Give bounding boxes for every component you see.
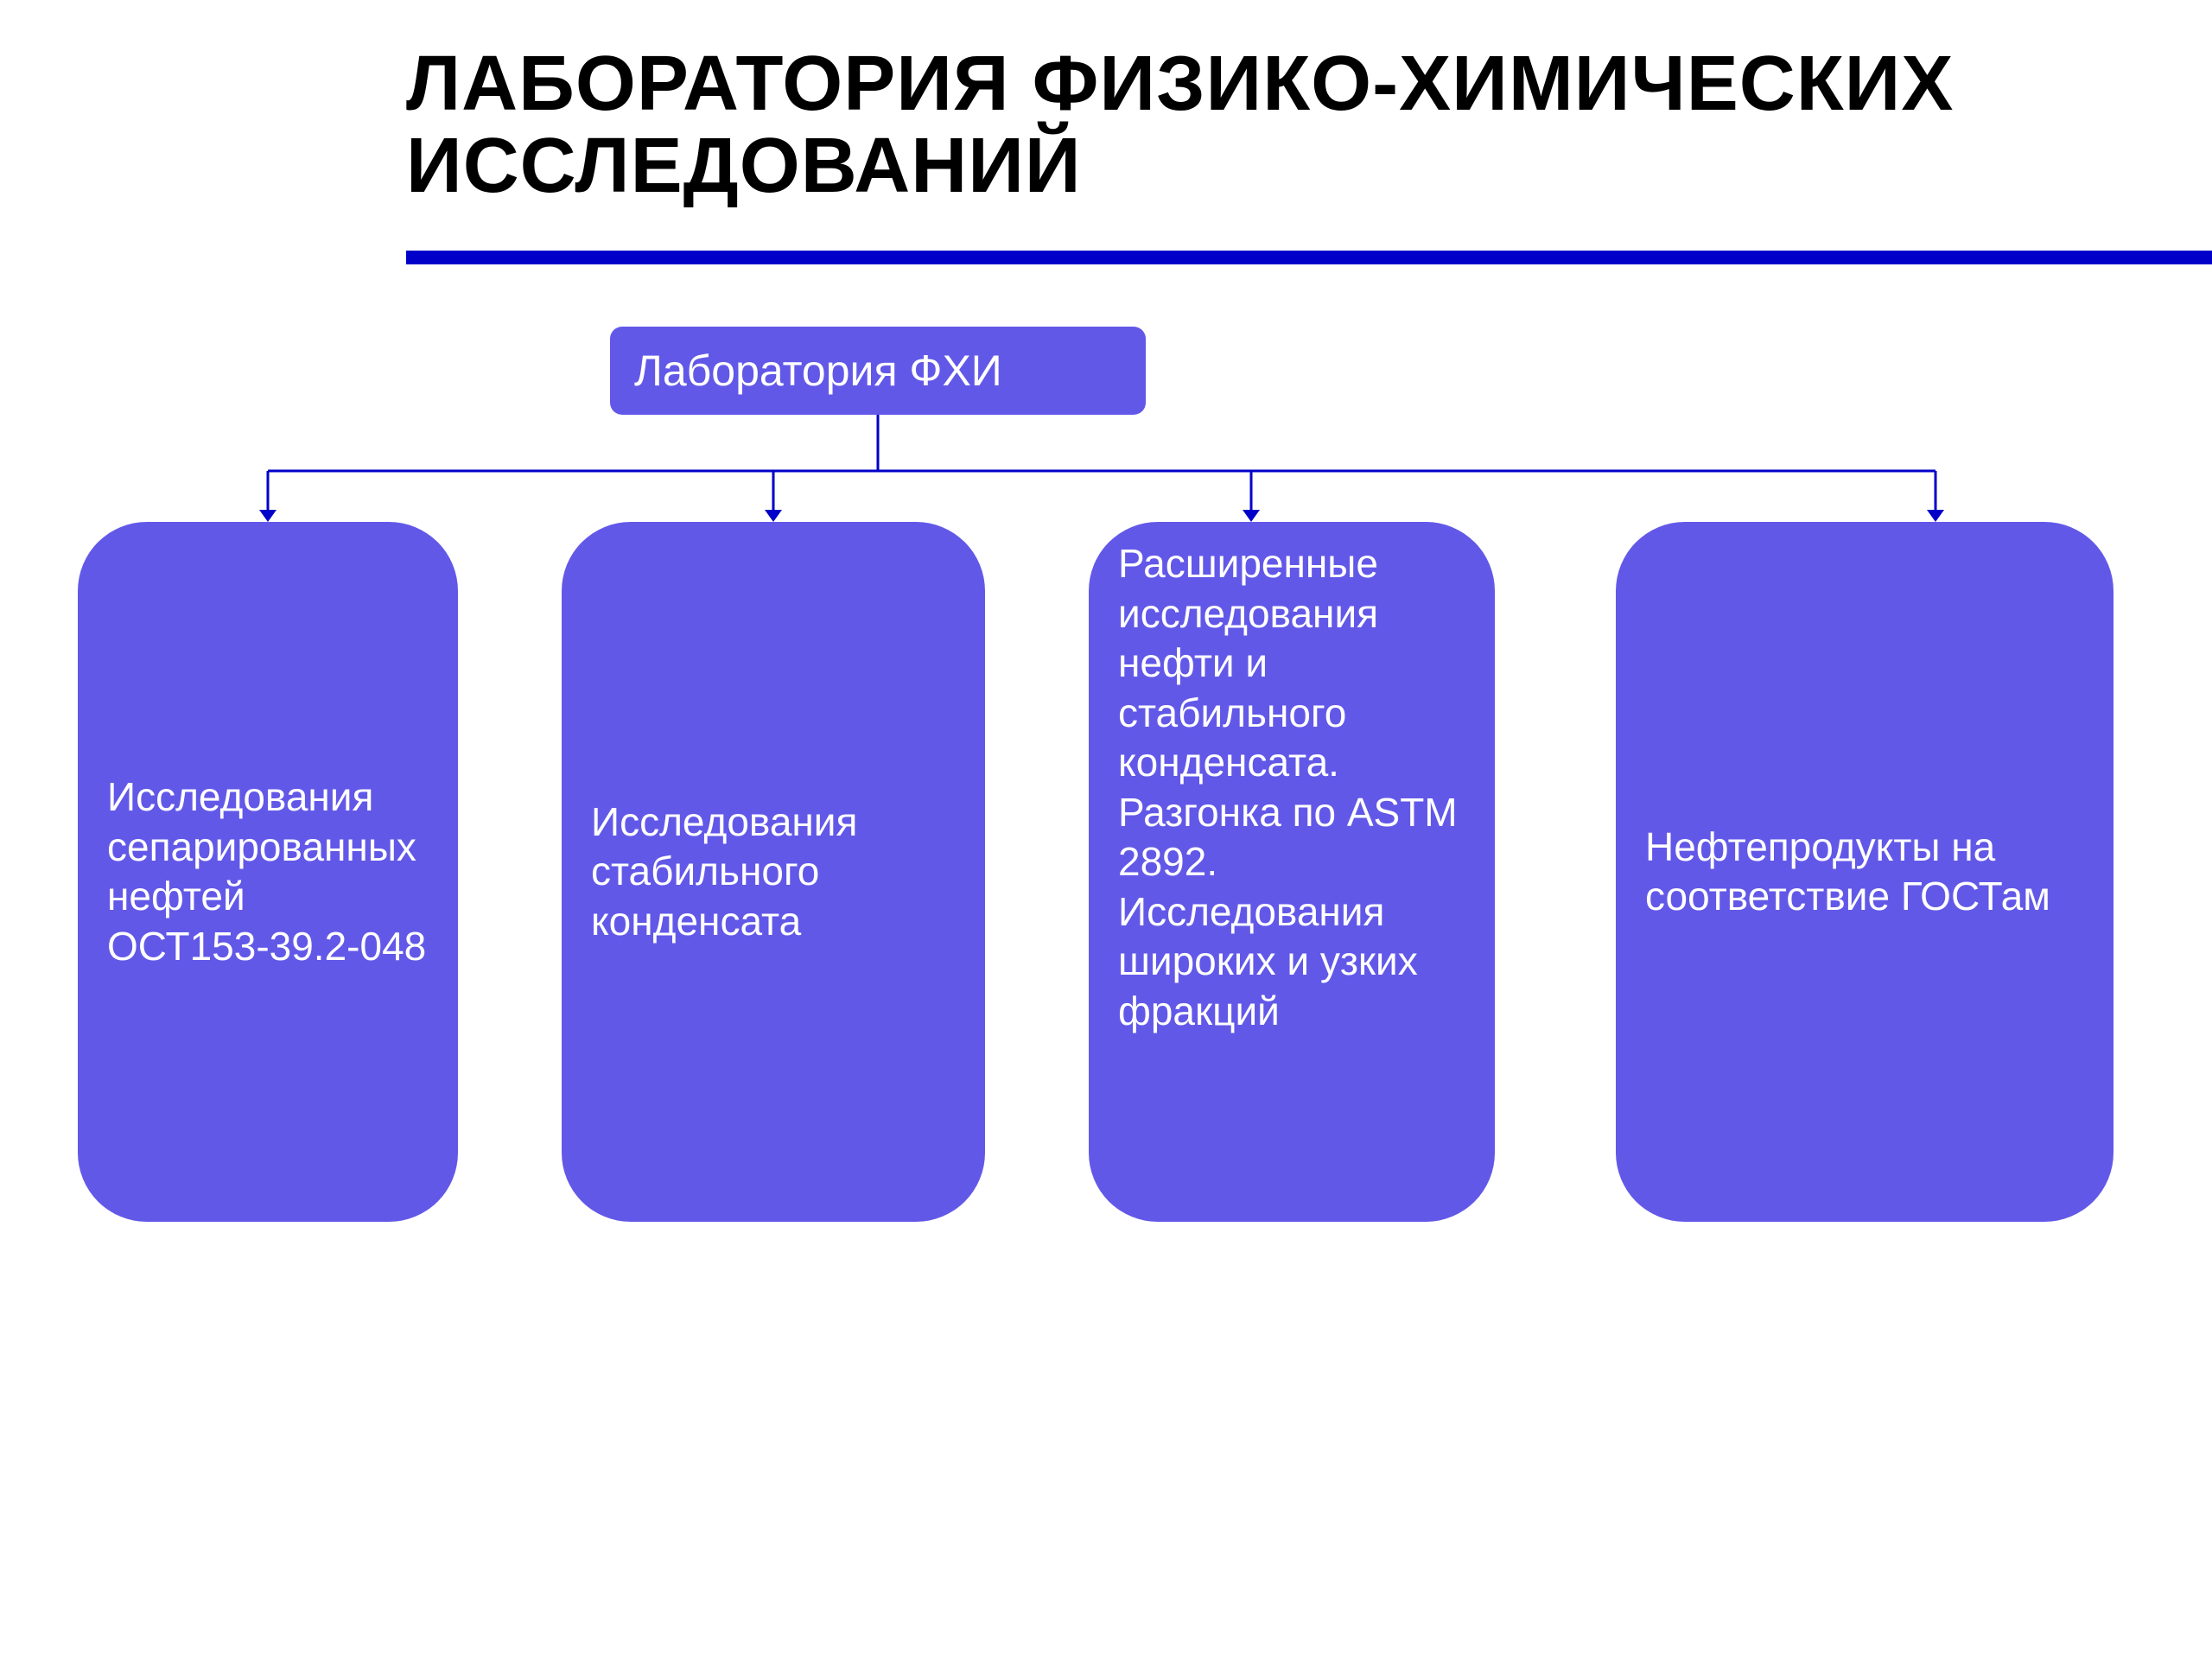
org-parent-label: Лаборатория ФХИ (634, 346, 1002, 396)
org-parent-node: Лаборатория ФХИ (610, 327, 1146, 415)
org-child-node: Нефтепродукты на соответствие ГОСТам (1616, 522, 2113, 1222)
org-child-label: Расширенные исследования нефти и стабиль… (1118, 539, 1465, 1036)
org-child-label: Исследования сепарированных нефтей ОСТ15… (107, 772, 429, 971)
title-underline (406, 251, 2212, 264)
slide-title: ЛАБОРАТОРИЯ ФИЗИКО-ХИМИЧЕСКИХ ИССЛЕДОВАН… (406, 43, 2134, 207)
org-child-node: Исследования стабильного конденсата (562, 522, 985, 1222)
org-child-node: Исследования сепарированных нефтей ОСТ15… (78, 522, 458, 1222)
slide: ЛАБОРАТОРИЯ ФИЗИКО-ХИМИЧЕСКИХ ИССЛЕДОВАН… (0, 0, 2212, 1659)
org-child-node: Расширенные исследования нефти и стабиль… (1089, 522, 1495, 1222)
org-child-label: Нефтепродукты на соответствие ГОСТам (1645, 823, 2084, 922)
org-child-label: Исследования стабильного конденсата (591, 798, 956, 947)
